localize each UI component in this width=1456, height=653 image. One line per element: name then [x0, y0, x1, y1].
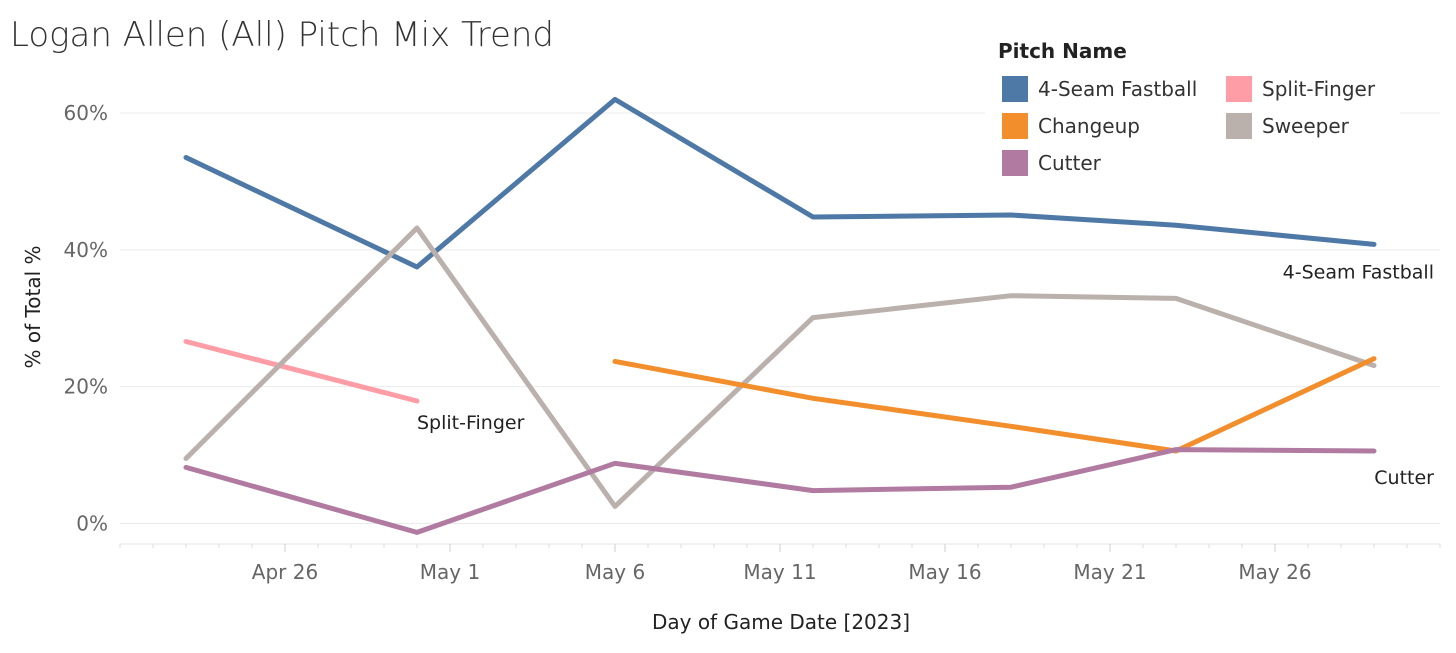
- series-end-labels: 4-Seam Fastball Split-Finger Cutter: [417, 261, 1434, 489]
- legend-item-changeup: Changeup: [1002, 113, 1140, 139]
- x-tick-label: May 16: [908, 560, 981, 584]
- x-axis: Apr 26 May 1 May 6 May 11 May 16 May 21 May 26: [119, 543, 1441, 584]
- y-axis-title: % of Total %: [21, 245, 45, 368]
- x-tick-label: May 21: [1073, 560, 1146, 584]
- y-axis: 0% 20% 40% 60%: [64, 101, 108, 535]
- end-label-cutter: Cutter: [1374, 467, 1434, 489]
- legend-label: 4-Seam Fastball: [1038, 77, 1197, 101]
- series-line-split-finger: [183, 339, 420, 404]
- legend: Pitch Name 4-Seam Fastball Split-Finger Ch…: [985, 34, 1400, 186]
- chart-title: Logan Allen (All) Pitch Mix Trend: [10, 15, 554, 55]
- legend-label: Split-Finger: [1262, 77, 1376, 101]
- legend-label: Cutter: [1038, 151, 1102, 175]
- series-line-cutter: [183, 447, 1377, 535]
- legend-item-cutter: Cutter: [1002, 150, 1102, 176]
- legend-swatch: [1002, 76, 1028, 102]
- legend-item-sweeper: Sweeper: [1226, 113, 1350, 139]
- legend-title: Pitch Name: [998, 39, 1127, 63]
- series-line-4-seam-fastball: [183, 96, 1377, 270]
- x-tick-label: May 1: [420, 560, 480, 584]
- series-line-sweeper: [183, 225, 1377, 509]
- x-tick-label: Apr 26: [252, 560, 318, 584]
- x-tick-label: May 6: [585, 560, 645, 584]
- legend-item-4-seam-fastball: 4-Seam Fastball: [1002, 76, 1197, 102]
- series-line-changeup: [612, 356, 1377, 454]
- legend-swatch: [1226, 113, 1252, 139]
- legend-label: Sweeper: [1262, 114, 1350, 138]
- legend-swatch: [1226, 76, 1252, 102]
- x-tick-label: May 26: [1238, 560, 1311, 584]
- end-label-split-finger: Split-Finger: [417, 412, 525, 434]
- legend-item-split-finger: Split-Finger: [1226, 76, 1376, 102]
- series-lines: [183, 96, 1377, 535]
- legend-swatch: [1002, 150, 1028, 176]
- end-label-4-seam-fastball: 4-Seam Fastball: [1283, 261, 1434, 283]
- x-tick-label: May 11: [743, 560, 816, 584]
- legend-background: [985, 34, 1400, 186]
- y-tick-label: 40%: [64, 238, 108, 262]
- y-tick-label: 0%: [76, 511, 108, 535]
- y-tick-label: 20%: [64, 375, 108, 399]
- y-tick-label: 60%: [64, 101, 108, 125]
- legend-swatch: [1002, 113, 1028, 139]
- legend-label: Changeup: [1038, 114, 1140, 138]
- x-axis-title: Day of Game Date [2023]: [652, 610, 910, 634]
